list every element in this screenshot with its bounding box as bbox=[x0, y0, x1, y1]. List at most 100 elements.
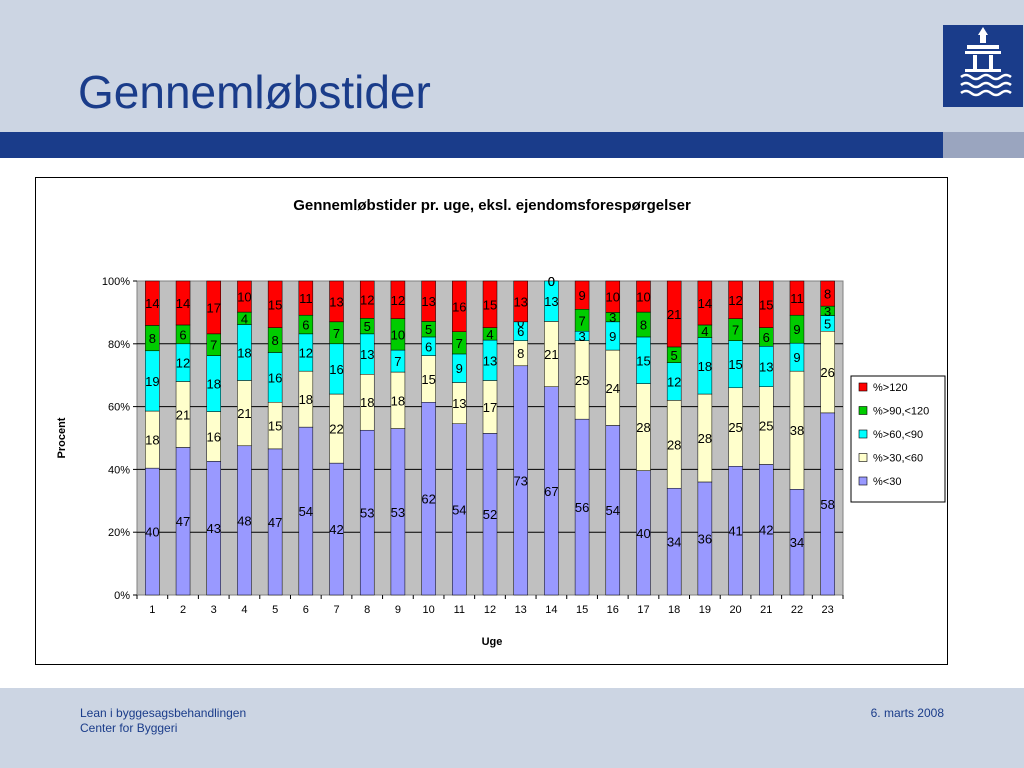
x-tick-label: 23 bbox=[822, 604, 834, 616]
data-label: 34 bbox=[790, 535, 804, 550]
data-label: 5 bbox=[824, 316, 831, 331]
x-tick-label: 9 bbox=[395, 604, 401, 616]
x-tick-label: 10 bbox=[422, 604, 434, 616]
y-tick-label: 60% bbox=[108, 402, 130, 414]
stacked-bar-chart: Gennemløbstider pr. uge, eksl. ejendomsf… bbox=[56, 197, 946, 648]
data-label: 11 bbox=[299, 291, 313, 306]
data-label: 5 bbox=[425, 322, 432, 337]
bar-segment bbox=[452, 280, 467, 332]
slide-title: Gennemløbstider bbox=[78, 66, 431, 118]
bar-segment bbox=[237, 280, 252, 313]
data-label: 8 bbox=[640, 318, 647, 333]
chart-title: Gennemløbstider pr. uge, eksl. ejendomsf… bbox=[293, 197, 691, 214]
legend-item: %>120 bbox=[873, 382, 908, 394]
data-label: 21 bbox=[176, 407, 190, 422]
data-label: 53 bbox=[360, 506, 374, 521]
data-label: 18 bbox=[360, 395, 374, 410]
data-label: 16 bbox=[207, 429, 221, 444]
x-axis-label: Uge bbox=[482, 636, 503, 648]
data-label: 18 bbox=[145, 433, 159, 448]
data-label: 14 bbox=[698, 296, 712, 311]
data-label: 14 bbox=[145, 296, 159, 311]
x-tick-label: 7 bbox=[333, 604, 339, 616]
x-tick-label: 1 bbox=[149, 604, 155, 616]
y-tick-label: 80% bbox=[108, 339, 130, 351]
data-label: 0 bbox=[548, 274, 555, 289]
data-label: 8 bbox=[517, 346, 524, 361]
bar-segment bbox=[206, 280, 221, 335]
data-label: 7 bbox=[578, 313, 585, 328]
legend-item: %>90,<120 bbox=[873, 406, 929, 418]
data-label: 26 bbox=[820, 365, 834, 380]
legend-item: %>30,<60 bbox=[873, 453, 923, 465]
bar-segment bbox=[759, 280, 774, 328]
data-label: 52 bbox=[483, 507, 497, 522]
footer-date: 6. marts 2008 bbox=[870, 706, 944, 720]
footer-project: Lean i byggesagsbehandlingen bbox=[80, 706, 247, 720]
data-label: 73 bbox=[513, 473, 527, 488]
x-tick-label: 2 bbox=[180, 604, 186, 616]
bar-segment bbox=[789, 280, 805, 316]
data-label: 9 bbox=[578, 288, 585, 303]
header-band bbox=[0, 132, 943, 158]
data-label: 16 bbox=[268, 370, 282, 385]
city-logo bbox=[943, 25, 1023, 107]
x-tick-label: 22 bbox=[791, 604, 803, 616]
legend-box bbox=[850, 375, 946, 503]
bar-segment bbox=[544, 280, 559, 322]
bar-segment bbox=[145, 280, 160, 326]
legend-swatch bbox=[858, 406, 868, 415]
data-label: 15 bbox=[728, 357, 742, 372]
data-label: 13 bbox=[421, 294, 435, 309]
y-tick-label: 100% bbox=[102, 276, 130, 288]
bar-segment bbox=[728, 280, 743, 319]
data-label: 42 bbox=[329, 522, 343, 537]
bar-segment bbox=[421, 280, 436, 322]
y-tick-label: 20% bbox=[108, 527, 130, 539]
data-label: 25 bbox=[575, 373, 589, 388]
data-label: 47 bbox=[176, 514, 190, 529]
data-label: 25 bbox=[728, 420, 742, 435]
legend-swatch bbox=[858, 476, 868, 486]
footer-left: Lean i byggesagsbehandlingen Center for … bbox=[80, 706, 246, 736]
data-label: 28 bbox=[636, 420, 650, 435]
data-label: 15 bbox=[268, 297, 282, 312]
data-label: 11 bbox=[790, 291, 804, 306]
data-label: 12 bbox=[299, 346, 313, 361]
data-label: 5 bbox=[671, 348, 678, 363]
legend-item: %<30 bbox=[873, 476, 901, 488]
bar-segment bbox=[482, 280, 498, 328]
data-label: 12 bbox=[360, 293, 374, 308]
data-label: 54 bbox=[452, 502, 466, 517]
data-label: 0 bbox=[517, 315, 524, 330]
legend-swatch bbox=[858, 429, 868, 439]
data-label: 16 bbox=[329, 362, 343, 377]
data-label: 13 bbox=[360, 347, 374, 362]
header-band-accent bbox=[943, 132, 1024, 158]
data-label: 6 bbox=[425, 339, 432, 354]
data-label: 16 bbox=[452, 299, 466, 314]
data-label: 4 bbox=[701, 324, 708, 339]
data-label: 9 bbox=[609, 329, 616, 344]
data-label: 7 bbox=[394, 354, 401, 369]
data-label: 17 bbox=[207, 300, 221, 315]
data-label: 38 bbox=[790, 423, 804, 438]
data-label: 13 bbox=[452, 396, 466, 411]
bar-segment bbox=[513, 280, 528, 323]
data-label: 15 bbox=[483, 297, 497, 312]
data-label: 8 bbox=[272, 333, 279, 348]
data-label: 5 bbox=[364, 319, 371, 334]
data-label: 9 bbox=[793, 350, 800, 365]
data-label: 34 bbox=[667, 535, 681, 550]
bar-segment bbox=[298, 280, 314, 316]
data-label: 12 bbox=[667, 374, 681, 389]
data-label: 7 bbox=[732, 323, 739, 338]
footer-department: Center for Byggeri bbox=[80, 721, 178, 735]
x-tick-label: 4 bbox=[241, 604, 247, 616]
data-label: 67 bbox=[544, 484, 558, 499]
data-label: 8 bbox=[149, 331, 156, 346]
data-label: 13 bbox=[483, 353, 497, 368]
data-label: 18 bbox=[391, 393, 405, 408]
data-label: 3 bbox=[824, 304, 831, 319]
data-label: 15 bbox=[268, 419, 282, 434]
